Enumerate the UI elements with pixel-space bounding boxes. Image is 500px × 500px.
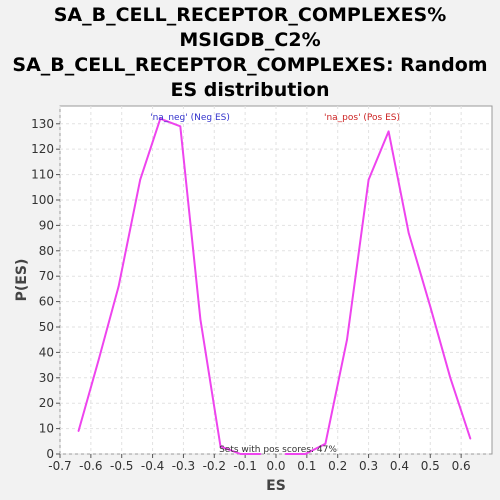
data-point: [77, 430, 80, 432]
x-tick-label: -0.1: [233, 459, 256, 473]
x-tick-label: 0.6: [452, 459, 471, 473]
y-tick-label: 80: [39, 244, 54, 258]
y-tick-label: 100: [31, 193, 54, 207]
data-point: [304, 453, 307, 455]
chart-title-line-3: SA_B_CELL_RECEPTOR_COMPLEXES: Random: [12, 54, 487, 76]
series-lines: [77, 117, 472, 455]
grid-lines: [59, 106, 492, 455]
chart-title-line-1: SA_B_CELL_RECEPTOR_COMPLEXES%: [54, 4, 447, 26]
y-axis-label: P(ES): [14, 259, 30, 302]
series-line-neg: [77, 117, 261, 455]
chart-title-line-4: ES distribution: [171, 79, 330, 101]
y-tick-label: 120: [31, 142, 54, 156]
x-axis-label: ES: [266, 478, 286, 494]
y-tick-label: 20: [39, 396, 54, 410]
data-point: [429, 305, 432, 308]
data-point: [259, 453, 262, 455]
y-tick-label: 40: [39, 345, 54, 359]
legend-entry-pos: 'na_pos' (Pos ES): [324, 113, 400, 123]
y-tick-label: 130: [31, 117, 54, 131]
y-tick-label: 50: [39, 320, 54, 334]
y-tick-label: 110: [31, 168, 54, 182]
data-point: [97, 359, 100, 361]
x-tick-label: -0.3: [172, 459, 195, 473]
data-point: [324, 443, 327, 445]
data-point: [117, 285, 120, 288]
data-point: [407, 232, 410, 234]
x-axis-ticks: -0.7 -0.6 -0.5 -0.4 -0.3 -0.2 -0.1 0.0 0.1 0.2 0.3…: [48, 454, 471, 473]
x-tick-label: 0.3: [359, 459, 378, 473]
data-point: [367, 178, 370, 181]
data-point: [387, 130, 390, 133]
data-point: [219, 445, 222, 448]
data-point: [179, 125, 182, 128]
data-point: [239, 453, 242, 455]
chart-title-line-2: MSIGDB_C2%: [179, 29, 320, 51]
x-tick-label: -0.6: [79, 459, 102, 473]
y-tick-label: 10: [39, 422, 54, 436]
y-tick-label: 30: [39, 371, 54, 385]
x-tick-label: -0.2: [203, 459, 226, 473]
x-tick-label: -0.7: [48, 459, 71, 473]
x-tick-label: 0.0: [266, 459, 285, 473]
y-tick-label: 60: [39, 295, 54, 309]
x-tick-label: 0.2: [328, 459, 347, 473]
data-point: [346, 338, 348, 341]
data-point: [139, 178, 142, 181]
data-point: [284, 453, 287, 455]
pos-scores-annotation: Sets with pos scores: 47%: [219, 445, 337, 455]
series-line-pos: [285, 130, 472, 455]
legend: 'na_neg' (Neg ES) 'na_pos' (Pos ES): [150, 113, 400, 123]
x-tick-label: 0.5: [421, 459, 440, 473]
y-tick-label: 90: [39, 218, 54, 232]
data-point: [199, 318, 202, 321]
x-tick-label: 0.1: [297, 459, 316, 473]
data-point: [469, 437, 472, 440]
data-point: [449, 376, 452, 379]
legend-entry-neg: 'na_neg' (Neg ES): [150, 113, 230, 123]
y-axis-ticks: 0 10 20 30 40 50 60 70 80 90 100 110 120 130: [31, 117, 60, 461]
x-tick-label: -0.4: [141, 459, 164, 473]
chart-title: SA_B_CELL_RECEPTOR_COMPLEXES% MSIGDB_C2% S…: [12, 4, 487, 101]
x-tick-label: -0.5: [110, 459, 133, 473]
y-tick-label: 70: [39, 269, 54, 283]
data-point: [159, 117, 162, 120]
y-tick-label: 0: [46, 447, 54, 461]
x-tick-label: 0.4: [390, 459, 409, 473]
